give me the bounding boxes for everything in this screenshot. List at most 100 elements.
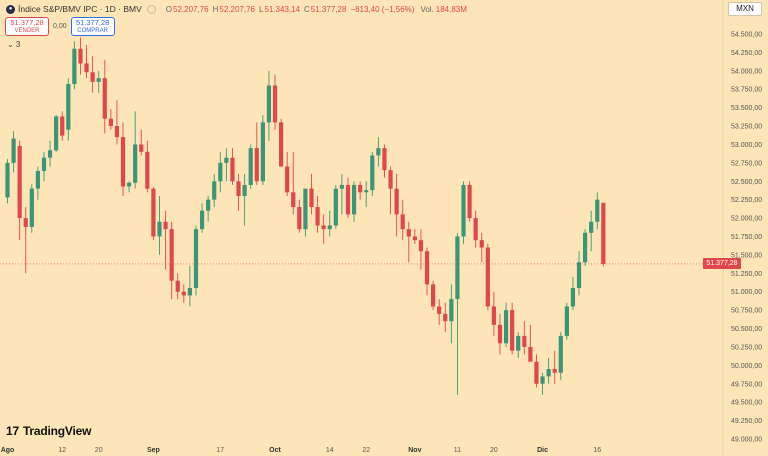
- x-tick-label: 14: [326, 447, 334, 454]
- candle-body: [583, 232, 588, 263]
- y-tick-label: 52.250,00: [731, 197, 762, 204]
- y-tick-label: 50.750,00: [731, 308, 762, 315]
- sell-button[interactable]: 51.377,28 VENDER: [5, 17, 49, 36]
- close-label: C: [304, 4, 310, 14]
- tradingview-logo[interactable]: 17 TradingView: [6, 424, 91, 438]
- y-tick-label: 50.000,00: [731, 363, 762, 370]
- buy-label: COMPRAR: [77, 27, 108, 34]
- candle-body: [157, 221, 162, 237]
- high-value: 52.207,76: [219, 4, 255, 14]
- candle-body: [236, 181, 241, 196]
- candle-body: [11, 138, 16, 163]
- candle-body: [254, 148, 259, 182]
- low-value: 51.343,14: [264, 4, 301, 14]
- candle-body: [114, 126, 120, 138]
- x-tick-label: Dic: [537, 447, 548, 454]
- candle-body: [29, 188, 34, 227]
- symbol-title[interactable]: Índice S&P/BMV IPC · 1D · BMV: [18, 4, 142, 14]
- candle-body: [601, 202, 606, 264]
- x-tick-label: 12: [58, 447, 66, 454]
- candle-body: [224, 157, 229, 163]
- candle-body: [485, 247, 490, 307]
- candle-body: [576, 262, 582, 289]
- candle-body: [297, 207, 302, 230]
- candle-body: [455, 236, 460, 300]
- y-tick-label: 54.250,00: [731, 50, 762, 57]
- candle-body: [193, 229, 199, 289]
- candle-body: [151, 188, 156, 237]
- symbol-status-icon[interactable]: [146, 4, 156, 14]
- y-tick-label: 53.000,00: [731, 142, 762, 149]
- close-value: 51.377,28: [310, 4, 347, 14]
- candle-body: [570, 288, 576, 307]
- candle-body: [84, 63, 89, 73]
- candle-body: [291, 192, 296, 208]
- y-tick-label: 53.250,00: [731, 124, 762, 131]
- x-tick-label: Sep: [147, 447, 160, 454]
- candle-body: [66, 84, 71, 130]
- candle-body: [424, 251, 430, 285]
- candle-body: [127, 182, 132, 187]
- symbol-legend: ● Índice S&P/BMV IPC · 1D · BMV O 52.207,…: [6, 4, 471, 14]
- symbol-logo-icon: ●: [6, 4, 15, 14]
- candle-body: [5, 162, 10, 198]
- candle-body: [72, 48, 77, 85]
- candle-body: [260, 122, 265, 182]
- candle-body: [522, 335, 527, 347]
- candle-body: [364, 190, 369, 193]
- candle-body: [388, 170, 393, 189]
- x-tick-label: 11: [454, 447, 461, 454]
- candle-body: [333, 188, 338, 226]
- y-tick-label: 50.250,00: [731, 344, 762, 351]
- candle-body: [491, 306, 496, 325]
- candle-body: [503, 310, 509, 344]
- candle-body: [412, 236, 417, 241]
- candle-body: [406, 229, 411, 237]
- candle-body: [510, 310, 515, 351]
- candle-body: [102, 78, 107, 119]
- candle-body: [461, 184, 466, 237]
- buy-button[interactable]: 51.377,28 COMPRAR: [70, 17, 115, 36]
- candle-body: [370, 155, 375, 191]
- candle-body: [133, 144, 138, 183]
- x-tick-label: 20: [490, 447, 498, 454]
- candle-body: [315, 207, 320, 226]
- y-tick-label: 52.500,00: [731, 179, 762, 186]
- candle-body: [212, 181, 217, 200]
- candle-body: [467, 184, 472, 219]
- candle-body: [437, 306, 442, 314]
- x-tick-label: Nov: [408, 447, 421, 454]
- candle-body: [516, 335, 521, 351]
- candle-body: [41, 157, 47, 171]
- candle-body: [96, 78, 101, 82]
- candle-body: [199, 210, 205, 230]
- y-tick-label: 51.250,00: [731, 271, 762, 278]
- candle-body: [589, 221, 594, 233]
- price-axis[interactable]: 54.500,00 54.250,00 54.000,00 53.750,00 53.5…: [731, 32, 762, 444]
- low-label: L: [258, 4, 264, 14]
- x-tick-label: 16: [593, 447, 601, 454]
- candle-body: [552, 369, 557, 373]
- candle-body: [242, 184, 247, 196]
- logo-text: TradingView: [22, 424, 92, 438]
- candle-body: [47, 150, 53, 158]
- candle-body: [443, 313, 448, 322]
- time-axis[interactable]: Ago 12 20 Sep 17 Oct 14 22 Nov 11 20 Dic 16: [1, 447, 602, 454]
- y-tick-label: 49.250,00: [731, 418, 762, 425]
- candle-body: [248, 148, 253, 185]
- x-tick-label: 22: [362, 447, 370, 454]
- sell-price: 51.377,28: [10, 17, 44, 27]
- open-label: O: [165, 4, 172, 14]
- candle-body: [187, 288, 192, 296]
- currency-selector[interactable]: MXN: [728, 2, 762, 16]
- candle-body: [78, 48, 83, 64]
- candle-body: [54, 116, 59, 151]
- indicators-toggle[interactable]: ⌄ 3: [7, 40, 21, 49]
- candle-body: [479, 240, 484, 248]
- candle-body: [206, 199, 211, 211]
- y-tick-label: 53.750,00: [731, 87, 762, 94]
- x-tick-label: 20: [95, 447, 103, 454]
- open-value: 52.207,76: [173, 4, 209, 14]
- high-label: H: [212, 4, 219, 14]
